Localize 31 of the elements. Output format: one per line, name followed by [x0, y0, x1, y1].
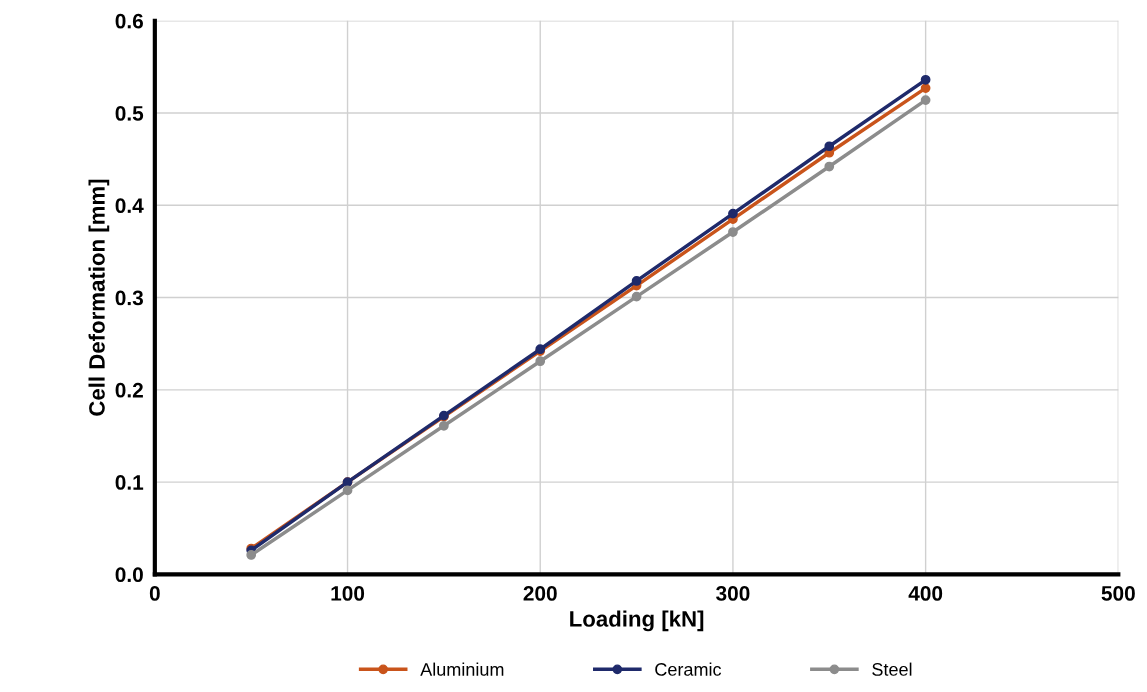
x-tick-label: 100 — [331, 586, 365, 601]
y-tick-label: 0.3 — [115, 290, 143, 306]
point — [342, 485, 353, 496]
point — [439, 420, 449, 431]
x-tick-label: 400 — [908, 586, 943, 601]
y-tick-label: 0.0 — [115, 567, 143, 583]
point — [920, 83, 931, 93]
y-axis-title: Cell Deformation [mm] — [88, 179, 110, 416]
legend-label: Steel — [872, 662, 912, 676]
legend-label: Ceramic — [655, 662, 722, 676]
y-tick-label: 0.2 — [115, 382, 143, 398]
point — [824, 161, 835, 172]
point — [631, 291, 642, 302]
point — [246, 550, 257, 560]
y-tick-label: 0.6 — [115, 13, 143, 29]
y-tick-label: 0.1 — [115, 475, 144, 490]
x-tick-label: 0 — [149, 586, 160, 601]
x-tick-label: 300 — [716, 586, 750, 601]
y-tick-label: 0.4 — [115, 198, 144, 214]
point — [728, 227, 738, 237]
x-tick-label: 500 — [1101, 586, 1135, 601]
x-tick-label: 200 — [523, 586, 557, 601]
point — [824, 141, 835, 152]
y-tick-label: 0.5 — [115, 106, 144, 121]
point — [920, 74, 931, 85]
point — [535, 356, 546, 367]
x-axis-title: Loading [kN] — [570, 610, 704, 632]
point — [920, 95, 931, 105]
point — [728, 208, 738, 219]
point — [631, 276, 642, 286]
legend-label: Aluminium — [420, 662, 504, 676]
